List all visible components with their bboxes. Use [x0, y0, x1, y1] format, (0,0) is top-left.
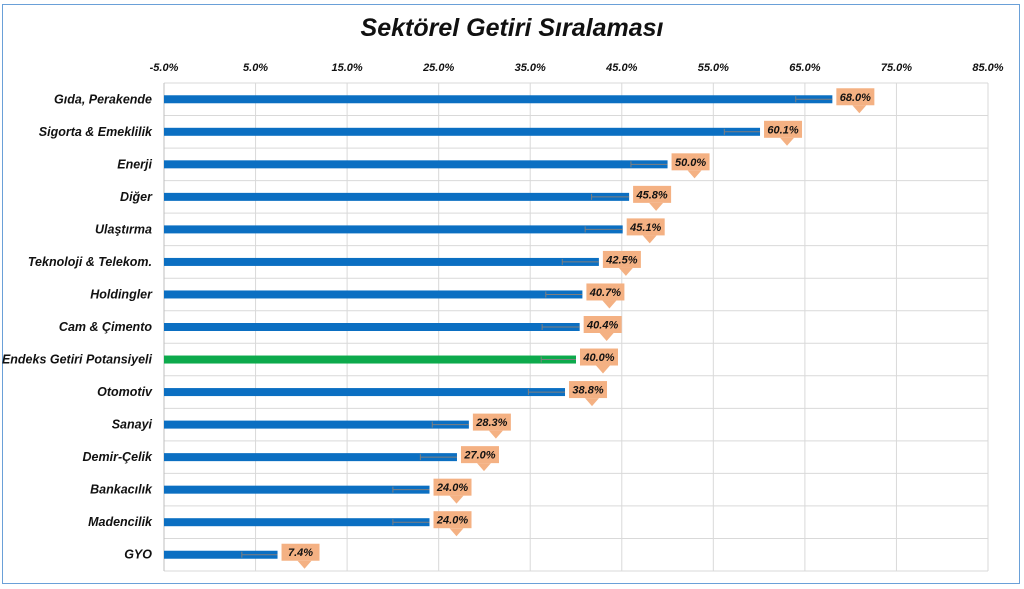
data-label: 28.3%	[475, 417, 507, 429]
data-label: 45.1%	[629, 222, 661, 234]
x-tick-label: -5.0%	[150, 62, 179, 74]
data-label: 24.0%	[436, 482, 468, 494]
bar	[164, 485, 430, 494]
data-label-box	[626, 218, 665, 236]
bars	[164, 95, 833, 559]
data-label: 68.0%	[840, 92, 871, 104]
category-label: Endeks Getiri Potansiyeli	[2, 353, 153, 367]
bar	[164, 550, 278, 559]
x-tick-label: 25.0%	[422, 62, 454, 74]
data-label: 60.1%	[767, 124, 798, 136]
data-label-arrow	[602, 300, 617, 309]
x-tick-label: 45.0%	[605, 62, 637, 74]
data-label: 7.4%	[288, 547, 313, 559]
data-label-box	[764, 120, 803, 138]
bar	[164, 323, 580, 331]
bar	[164, 453, 457, 462]
bar	[164, 127, 761, 136]
data-label-box	[586, 283, 625, 301]
data-label-arrow	[488, 430, 503, 439]
data-label-arrow	[596, 365, 610, 374]
data-label-box	[836, 88, 875, 106]
data-label-box	[472, 413, 511, 431]
gridlines	[163, 82, 989, 572]
data-label: 40.4%	[586, 320, 618, 332]
x-tick-label: 15.0%	[332, 62, 363, 74]
category-labels: Gıda, Perakende Sigorta & Emeklilik Enerji…	[2, 92, 153, 561]
category-label: Sanayi	[112, 418, 153, 432]
data-label-box	[569, 381, 608, 399]
data-label-arrow	[780, 137, 795, 146]
bar	[164, 518, 430, 527]
data-label: 40.7%	[589, 287, 621, 299]
data-label-arrow	[852, 105, 867, 114]
data-label-box	[583, 316, 622, 333]
category-label: GYO	[124, 548, 152, 562]
category-label: Otomotiv	[97, 385, 153, 399]
category-label: Madencilik	[88, 515, 153, 529]
x-tick-label: 65.0%	[789, 62, 820, 74]
data-label-arrow	[618, 267, 633, 276]
data-label-arrow	[687, 170, 702, 179]
data-label-arrow	[476, 463, 491, 472]
data-label: 50.0%	[675, 157, 706, 169]
data-label-arrow	[642, 235, 657, 244]
data-label-box	[580, 348, 618, 366]
category-label: Sigorta & Emeklilik	[39, 125, 153, 139]
category-label: Holdingler	[90, 287, 153, 301]
data-label-box	[281, 543, 320, 561]
x-tick-label: 75.0%	[881, 62, 912, 74]
category-label: Diğer	[120, 190, 153, 204]
bar	[164, 388, 566, 397]
data-label-box	[671, 153, 710, 171]
data-label-arrow	[449, 495, 464, 504]
data-label: 24.0%	[436, 515, 468, 527]
x-tick-label: 85.0%	[972, 62, 1003, 74]
data-label-arrow	[297, 560, 312, 569]
category-label: Demir-Çelik	[83, 450, 154, 464]
bar	[164, 225, 623, 234]
data-label: 27.0%	[463, 450, 495, 462]
data-label: 40.0%	[582, 352, 614, 364]
data-label: 45.8%	[636, 189, 668, 201]
data-label-box	[602, 250, 641, 268]
bar	[164, 420, 469, 429]
category-label: Bankacılık	[90, 483, 153, 497]
x-tick-label: 35.0%	[515, 62, 546, 74]
highlight-bar	[164, 355, 576, 364]
data-label-arrow	[599, 333, 614, 341]
bar	[164, 257, 599, 266]
category-label: Gıda, Perakende	[54, 92, 152, 106]
category-label: Enerji	[117, 157, 152, 171]
data-label-arrow	[449, 528, 464, 537]
data-label: 42.5%	[605, 254, 637, 266]
category-label: Ulaştırma	[95, 222, 152, 236]
bar	[164, 192, 630, 201]
data-label-arrow	[649, 202, 664, 211]
category-label: Teknoloji & Telekom.	[28, 255, 152, 269]
data-label-box	[433, 511, 472, 529]
data-label-arrow	[585, 398, 600, 407]
data-label-box	[433, 478, 472, 496]
category-label: Cam & Çimento	[59, 320, 152, 334]
bar	[164, 95, 833, 104]
data-label-box	[633, 185, 672, 203]
chart-title: Sektörel Getiri Sıralaması	[360, 14, 664, 42]
data-label-box	[460, 446, 499, 464]
bar	[164, 160, 668, 169]
data-label: 38.8%	[572, 385, 603, 397]
x-tick-label: 5.0%	[243, 62, 268, 74]
bar	[164, 290, 583, 299]
x-axis-ticks: -5.0% 5.0% 15.0% 25.0% 35.0% 45.0% 55.0% 65.0% 7…	[150, 62, 1004, 74]
x-tick-label: 55.0%	[698, 62, 729, 74]
data-labels: 68.0% 60.1% 50.0% 45.8% 45.1% 42.5% 40.7% 40.4%…	[281, 88, 875, 569]
